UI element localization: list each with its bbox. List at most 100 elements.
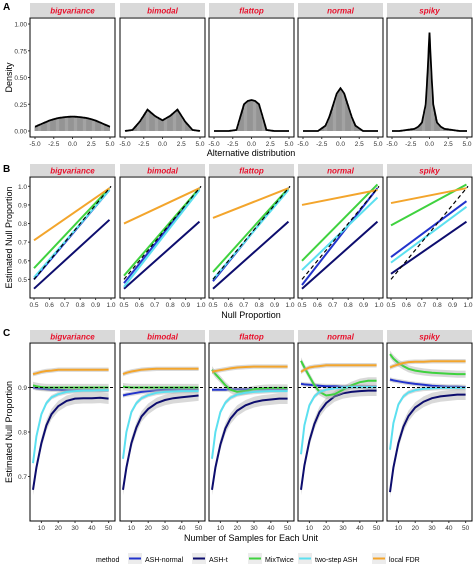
x-tick-label: 50	[462, 525, 470, 532]
series-line	[122, 390, 199, 459]
facet-strip-label: spiky	[419, 333, 440, 342]
x-tick-label: 0.5	[29, 302, 38, 309]
x-tick-label: 0.6	[135, 302, 144, 309]
x-tick-label: -2.5	[227, 141, 239, 148]
x-tick-label: 20	[412, 525, 420, 532]
x-tick-label: -2.5	[48, 141, 60, 148]
x-tick-label: 0.8	[344, 302, 353, 309]
facet-strip-label: spiky	[419, 7, 440, 16]
y-tick-label: 0.7	[18, 240, 27, 247]
confidence-band	[301, 357, 377, 400]
x-tick-label: 30	[428, 525, 436, 532]
x-tick-label: 10	[128, 525, 136, 532]
x-tick-label: 50	[105, 525, 113, 532]
series-line	[32, 389, 109, 464]
plot-panel	[386, 176, 473, 299]
facet-strip-label: spiky	[419, 167, 440, 176]
x-tick-label: 2.5	[177, 141, 186, 148]
x-tick-label: 40	[178, 525, 186, 532]
x-tick-label: 0.9	[270, 302, 279, 309]
facet-strip	[30, 330, 115, 342]
facet-strip-label: bigvariance	[50, 333, 95, 342]
panel-tag-a: A	[3, 2, 10, 13]
plot-panel	[119, 17, 206, 138]
x-tick-label: 10	[306, 525, 314, 532]
x-tick-label: 5.0	[462, 141, 471, 148]
series-line	[122, 394, 199, 490]
x-tick-label: 0.9	[448, 302, 457, 309]
facet-strip-label: normal	[327, 7, 354, 16]
series-line	[212, 220, 290, 290]
x-tick-label: 5.0	[284, 141, 293, 148]
facet-strip-label: normal	[327, 333, 354, 342]
x-tick-label: 0.6	[224, 302, 233, 309]
x-tick-label: 0.5	[119, 302, 128, 309]
y-axis-title: Density	[4, 62, 14, 93]
series-line	[301, 187, 379, 286]
x-tick-label: 0.6	[45, 302, 54, 309]
series-line	[122, 388, 199, 397]
x-tick-label: -2.5	[138, 141, 150, 148]
x-tick-label: 40	[356, 525, 364, 532]
x-tick-label: 5.0	[105, 141, 114, 148]
facet-strip	[298, 164, 383, 176]
facet-strip-label: bimodal	[147, 333, 178, 342]
reference-line	[33, 185, 112, 280]
series-line	[211, 365, 288, 373]
legend-title: method	[96, 557, 119, 564]
x-tick-label: 30	[161, 525, 169, 532]
x-tick-label: 0.0	[336, 141, 345, 148]
facet-strip	[298, 330, 383, 342]
legend-item: two-step ASH	[298, 553, 357, 564]
x-tick-label: 20	[234, 525, 242, 532]
series-line	[390, 220, 468, 275]
x-tick-label: 0.9	[359, 302, 368, 309]
facet-strip-label: flattop	[239, 167, 264, 176]
x-tick-label: 5.0	[373, 141, 382, 148]
series-line	[212, 187, 289, 219]
x-tick-label: 0.0	[158, 141, 167, 148]
y-tick-label: 0.6	[18, 258, 27, 265]
y-tick-label: 0.50	[14, 75, 27, 82]
y-tick-label: 0.25	[14, 102, 27, 109]
x-axis-title: Alternative distribution	[207, 148, 296, 158]
x-tick-label: 50	[373, 525, 381, 532]
legend-label: local FDR	[389, 557, 420, 564]
x-tick-label: 0.8	[433, 302, 442, 309]
series-line	[301, 189, 378, 206]
series-line	[301, 220, 379, 290]
facet-strip	[30, 3, 115, 17]
series-line	[389, 378, 466, 389]
x-tick-label: 1.0	[106, 302, 115, 309]
y-tick-label: 0.9	[18, 385, 27, 392]
legend-label: ASH-normal	[145, 557, 184, 564]
facet-strip	[387, 330, 472, 342]
x-tick-label: 0.8	[255, 302, 264, 309]
facet-strip-label: bimodal	[147, 7, 178, 16]
series-line	[33, 187, 111, 242]
series-line	[32, 368, 109, 376]
x-tick-label: 0.5	[208, 302, 217, 309]
series-line	[300, 364, 377, 373]
plot-panel	[208, 342, 295, 522]
series-line	[123, 220, 201, 290]
x-tick-label: 20	[323, 525, 331, 532]
x-tick-label: 0.9	[91, 302, 100, 309]
facet-strip-label: flattop	[239, 333, 264, 342]
x-tick-label: 0.7	[60, 302, 69, 309]
facet-strip-label: flattop	[239, 7, 264, 16]
panel-tag-c: C	[3, 328, 10, 339]
series-line	[33, 187, 111, 269]
x-tick-label: 0.6	[313, 302, 322, 309]
legend-label: ASH-t	[209, 557, 228, 564]
x-tick-label: 1.0	[285, 302, 294, 309]
x-tick-label: 0.7	[150, 302, 159, 309]
facet-strip-label: bigvariance	[50, 7, 95, 16]
x-tick-label: 0.0	[247, 141, 256, 148]
legend-label: MixTwice	[265, 557, 294, 564]
y-tick-label: 0.5	[18, 277, 27, 284]
x-tick-label: -5.0	[386, 141, 398, 148]
y-tick-label: 0.7	[18, 474, 27, 481]
x-tick-label: 30	[71, 525, 79, 532]
reference-line	[390, 185, 469, 280]
